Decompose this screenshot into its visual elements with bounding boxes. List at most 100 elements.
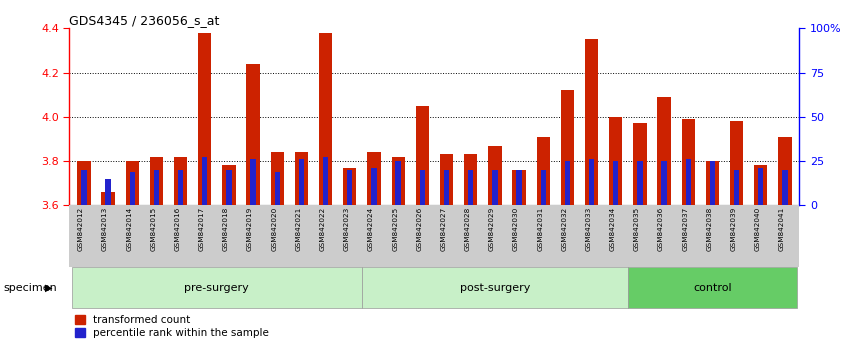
Text: GSM842029: GSM842029 (489, 207, 495, 251)
Bar (783, 170, 788, 205)
Bar (464, 154, 477, 205)
Text: GSM842028: GSM842028 (464, 207, 470, 251)
Bar (299, 159, 304, 205)
Text: GSM842030: GSM842030 (513, 207, 519, 251)
Text: GSM842012: GSM842012 (78, 207, 84, 251)
Bar (662, 161, 667, 205)
Bar (637, 161, 643, 205)
Bar (561, 90, 574, 205)
Bar (488, 145, 502, 205)
Bar (778, 137, 792, 205)
Bar (589, 159, 594, 205)
Text: GSM842032: GSM842032 (562, 207, 568, 251)
Bar (81, 170, 86, 205)
Bar (294, 152, 308, 205)
Bar (362, 267, 628, 308)
Bar (420, 170, 425, 205)
Text: GSM842033: GSM842033 (585, 207, 591, 251)
Text: GSM842021: GSM842021 (295, 207, 301, 251)
Bar (125, 161, 139, 205)
Bar (565, 161, 570, 205)
Bar (347, 170, 353, 205)
Bar (275, 172, 280, 205)
Text: GSM842035: GSM842035 (634, 207, 640, 251)
Bar (319, 33, 332, 205)
Bar (758, 168, 763, 205)
Bar (444, 170, 449, 205)
Bar (72, 267, 362, 308)
Bar (710, 161, 715, 205)
Bar (734, 170, 739, 205)
Text: GSM842037: GSM842037 (682, 207, 689, 251)
Bar (657, 97, 671, 205)
Bar (371, 168, 376, 205)
Text: GSM842022: GSM842022 (320, 207, 326, 251)
Bar (395, 161, 401, 205)
Bar (178, 170, 184, 205)
Text: GSM842016: GSM842016 (174, 207, 180, 251)
Bar (150, 157, 163, 205)
Bar (271, 152, 284, 205)
Text: GSM842038: GSM842038 (706, 207, 712, 251)
Bar (198, 33, 212, 205)
Text: GSM842026: GSM842026 (416, 207, 422, 251)
Text: GDS4345 / 236056_s_at: GDS4345 / 236056_s_at (69, 14, 220, 27)
Bar (226, 170, 232, 205)
Text: GSM842014: GSM842014 (126, 207, 132, 251)
Text: post-surgery: post-surgery (459, 282, 530, 293)
Text: GSM842041: GSM842041 (779, 207, 785, 251)
Bar (174, 157, 187, 205)
Bar (613, 161, 618, 205)
Legend: transformed count, percentile rank within the sample: transformed count, percentile rank withi… (74, 315, 269, 338)
Text: GSM842018: GSM842018 (223, 207, 229, 251)
Bar (682, 119, 695, 205)
Text: GSM842013: GSM842013 (102, 207, 108, 251)
Bar (246, 64, 260, 205)
Bar (609, 117, 623, 205)
Bar (250, 159, 255, 205)
Text: GSM842039: GSM842039 (731, 207, 737, 251)
Bar (323, 157, 328, 205)
Text: GSM842025: GSM842025 (393, 207, 398, 251)
Text: GSM842023: GSM842023 (343, 207, 349, 251)
Bar (585, 39, 598, 205)
Bar (468, 170, 474, 205)
Bar (730, 121, 744, 205)
Bar (202, 157, 207, 205)
Text: control: control (693, 282, 732, 293)
Bar (392, 157, 404, 205)
Bar (492, 170, 497, 205)
Bar (685, 159, 691, 205)
Text: GSM842040: GSM842040 (755, 207, 761, 251)
Bar (634, 124, 646, 205)
Text: GSM842017: GSM842017 (199, 207, 205, 251)
Text: ▶: ▶ (45, 282, 52, 293)
Text: GSM842036: GSM842036 (658, 207, 664, 251)
Text: specimen: specimen (3, 282, 58, 293)
Text: GSM842015: GSM842015 (151, 207, 157, 251)
Bar (415, 106, 429, 205)
Bar (541, 170, 546, 205)
Bar (536, 137, 550, 205)
Bar (77, 161, 91, 205)
Bar (513, 170, 525, 205)
Bar (102, 192, 115, 205)
Bar (154, 170, 159, 205)
Bar (106, 179, 111, 205)
Text: GSM842020: GSM842020 (272, 207, 277, 251)
Text: pre-surgery: pre-surgery (184, 282, 250, 293)
Bar (754, 166, 767, 205)
Bar (706, 161, 719, 205)
Text: GSM842031: GSM842031 (537, 207, 543, 251)
Bar (628, 267, 797, 308)
Bar (129, 172, 135, 205)
Text: GSM842027: GSM842027 (441, 207, 447, 251)
Text: GSM842024: GSM842024 (368, 207, 374, 251)
Text: GSM842019: GSM842019 (247, 207, 253, 251)
Bar (440, 154, 453, 205)
Bar (516, 170, 522, 205)
Bar (367, 152, 381, 205)
Text: GSM842034: GSM842034 (610, 207, 616, 251)
Bar (343, 168, 356, 205)
Bar (222, 166, 235, 205)
